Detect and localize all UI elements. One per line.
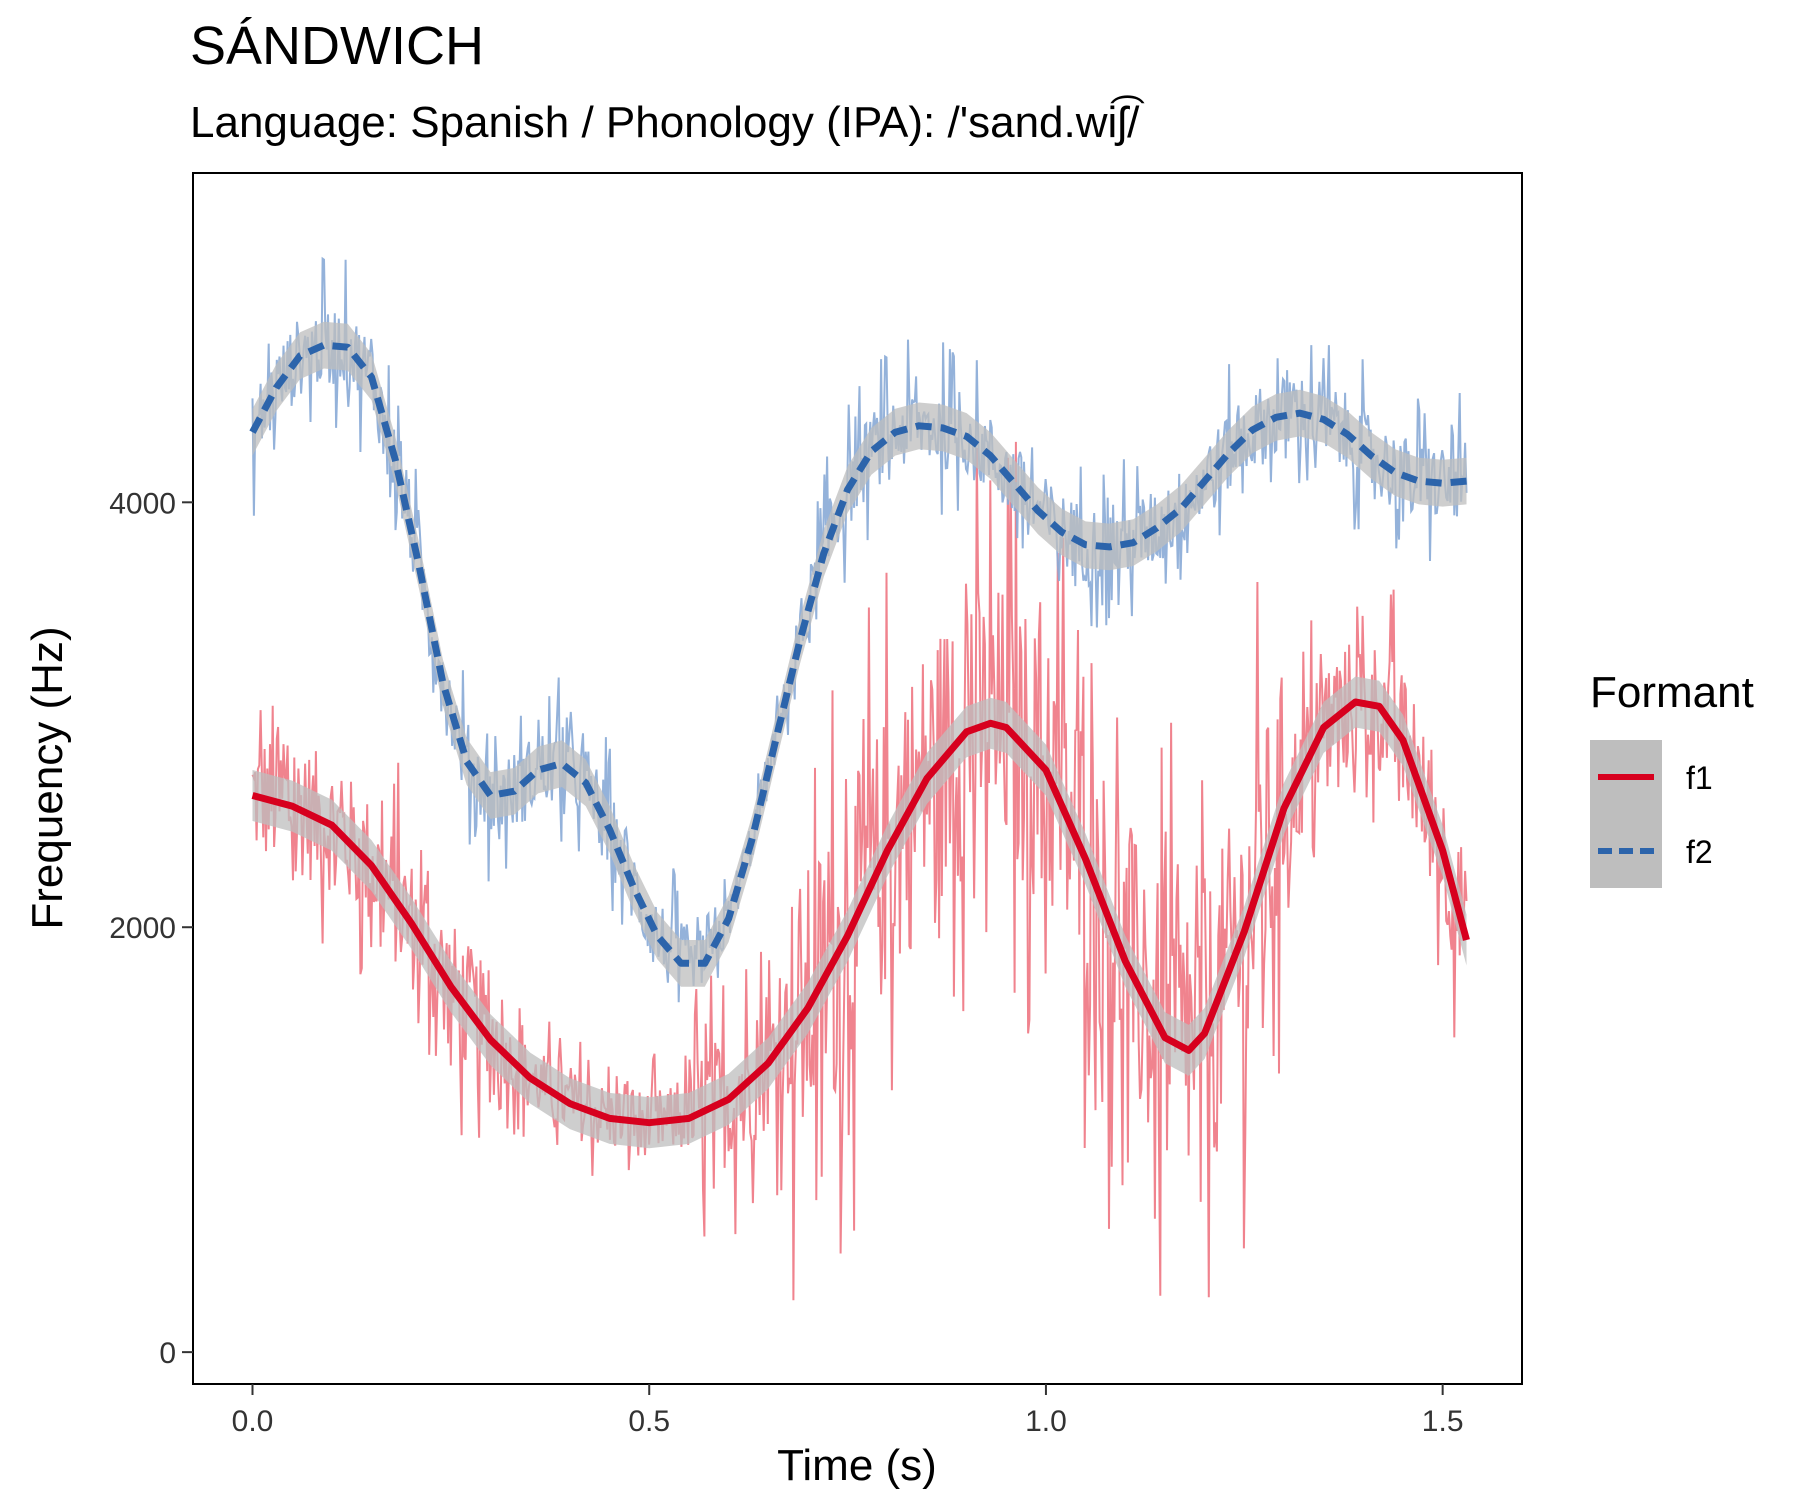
y-tick-label: 0 (159, 1337, 176, 1370)
plot-content (249, 256, 1470, 1301)
smoothed-lines (249, 341, 1470, 1127)
legend-label-f2: f2 (1686, 834, 1713, 870)
x-tick-label: 1.0 (1025, 1405, 1067, 1438)
x-tick-label: 1.5 (1422, 1405, 1464, 1438)
y-axis: 0 2000 4000 (109, 487, 193, 1370)
smooth-line-f1 (251, 698, 1470, 1127)
legend-label-f1: f1 (1686, 760, 1713, 796)
legend-title: Formant (1590, 668, 1754, 717)
legend: Formant f1 f2 (1590, 668, 1754, 888)
x-axis-title: Time (s) (777, 1441, 937, 1490)
y-tick-label: 4000 (109, 487, 176, 520)
x-tick-label: 0.0 (232, 1405, 274, 1438)
y-tick-label: 2000 (109, 912, 176, 945)
chart-subtitle: Language: Spanish / Phonology (IPA): /'s… (190, 95, 1145, 147)
x-tick-label: 0.5 (628, 1405, 670, 1438)
chart-title: SÁNDWICH (190, 16, 484, 76)
raw-trace-f1 (251, 441, 1468, 1301)
smooth-line-f2 (249, 341, 1467, 967)
x-axis: 0.0 0.5 1.0 1.5 (232, 1384, 1464, 1438)
legend-key-background (1590, 740, 1662, 888)
plot-panel-border (192, 172, 1523, 1385)
y-axis-title: Frequency (Hz) (23, 626, 72, 929)
